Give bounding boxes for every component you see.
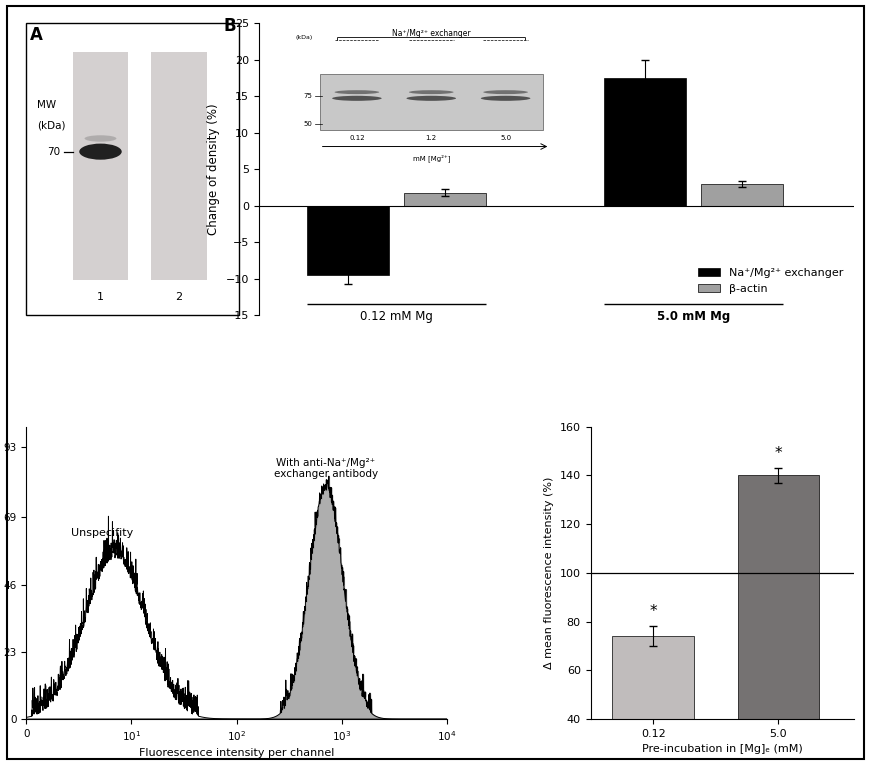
Text: 1: 1 (97, 292, 104, 302)
Ellipse shape (79, 144, 122, 160)
Bar (26, 23, 239, 315)
Ellipse shape (84, 135, 117, 142)
Bar (738, 475, 819, 765)
Text: *: * (774, 446, 782, 461)
Bar (307, 206, 388, 275)
Text: With anti-Na⁺/Mg²⁺
exchanger antibody: With anti-Na⁺/Mg²⁺ exchanger antibody (273, 457, 378, 479)
Text: MW: MW (37, 100, 56, 110)
Bar (612, 636, 694, 765)
Legend: Na⁺/Mg²⁺ exchanger, β-actin: Na⁺/Mg²⁺ exchanger, β-actin (693, 264, 848, 298)
Text: 5.0 mM Mg: 5.0 mM Mg (657, 311, 731, 324)
X-axis label: Fluorescence intensity per channel: Fluorescence intensity per channel (138, 748, 334, 758)
Text: 70: 70 (47, 147, 60, 157)
Y-axis label: Δ mean fluorescence intensity (%): Δ mean fluorescence intensity (%) (544, 477, 554, 669)
Text: B: B (223, 17, 236, 35)
Text: *: * (650, 604, 657, 619)
Bar (701, 184, 783, 206)
Text: (kDa): (kDa) (37, 120, 65, 130)
Bar (152, 52, 206, 280)
Text: A: A (30, 26, 44, 44)
X-axis label: Pre-incubation in [Mg]ₑ (mM): Pre-incubation in [Mg]ₑ (mM) (642, 744, 802, 754)
Bar (73, 52, 128, 280)
Bar (404, 193, 485, 206)
Bar (604, 78, 686, 206)
Y-axis label: Change of density (%): Change of density (%) (207, 103, 220, 235)
Text: 0.12 mM Mg: 0.12 mM Mg (360, 311, 433, 324)
Text: 2: 2 (176, 292, 183, 302)
Text: Unspecifity: Unspecifity (71, 528, 133, 538)
